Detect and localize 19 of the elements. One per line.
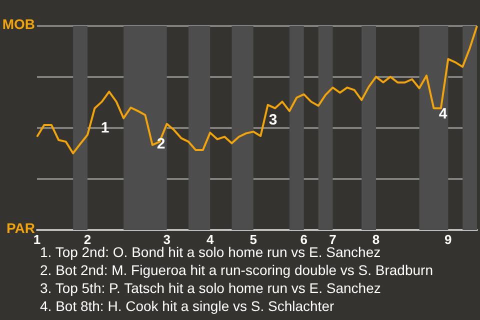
annotation: 1: [100, 120, 110, 136]
annotation: 3: [268, 112, 278, 128]
x-tick-label: 3: [163, 232, 170, 247]
x-tick-label: 6: [300, 232, 308, 247]
text: PAR: [6, 220, 36, 236]
x-tick-label: 5: [250, 232, 258, 247]
x-tick-label: 8: [372, 232, 380, 247]
text: MOB: [2, 16, 36, 32]
text: 4. Bot 8th: H. Cook hit a single vs S. Schlachter: [40, 298, 334, 314]
annotation: 2: [156, 136, 166, 152]
x-tick-label: 2: [84, 232, 92, 247]
x-tick-label: 7: [329, 232, 336, 247]
x-tick-label: 1: [33, 232, 41, 247]
text: 1. Top 2nd: O. Bond hit a solo home run vs E. Sanchez: [40, 244, 381, 260]
text: 2. Bot 2nd: M. Figueroa hit a run-scoring double vs S. Bradburn: [40, 262, 433, 278]
text: 3. Top 5th: P. Tatsch hit a solo home run vs E. Sanchez: [40, 280, 381, 296]
annotation: 4: [438, 106, 448, 122]
x-tick-label: 9: [444, 232, 452, 247]
x-tick-label: 4: [206, 232, 214, 247]
